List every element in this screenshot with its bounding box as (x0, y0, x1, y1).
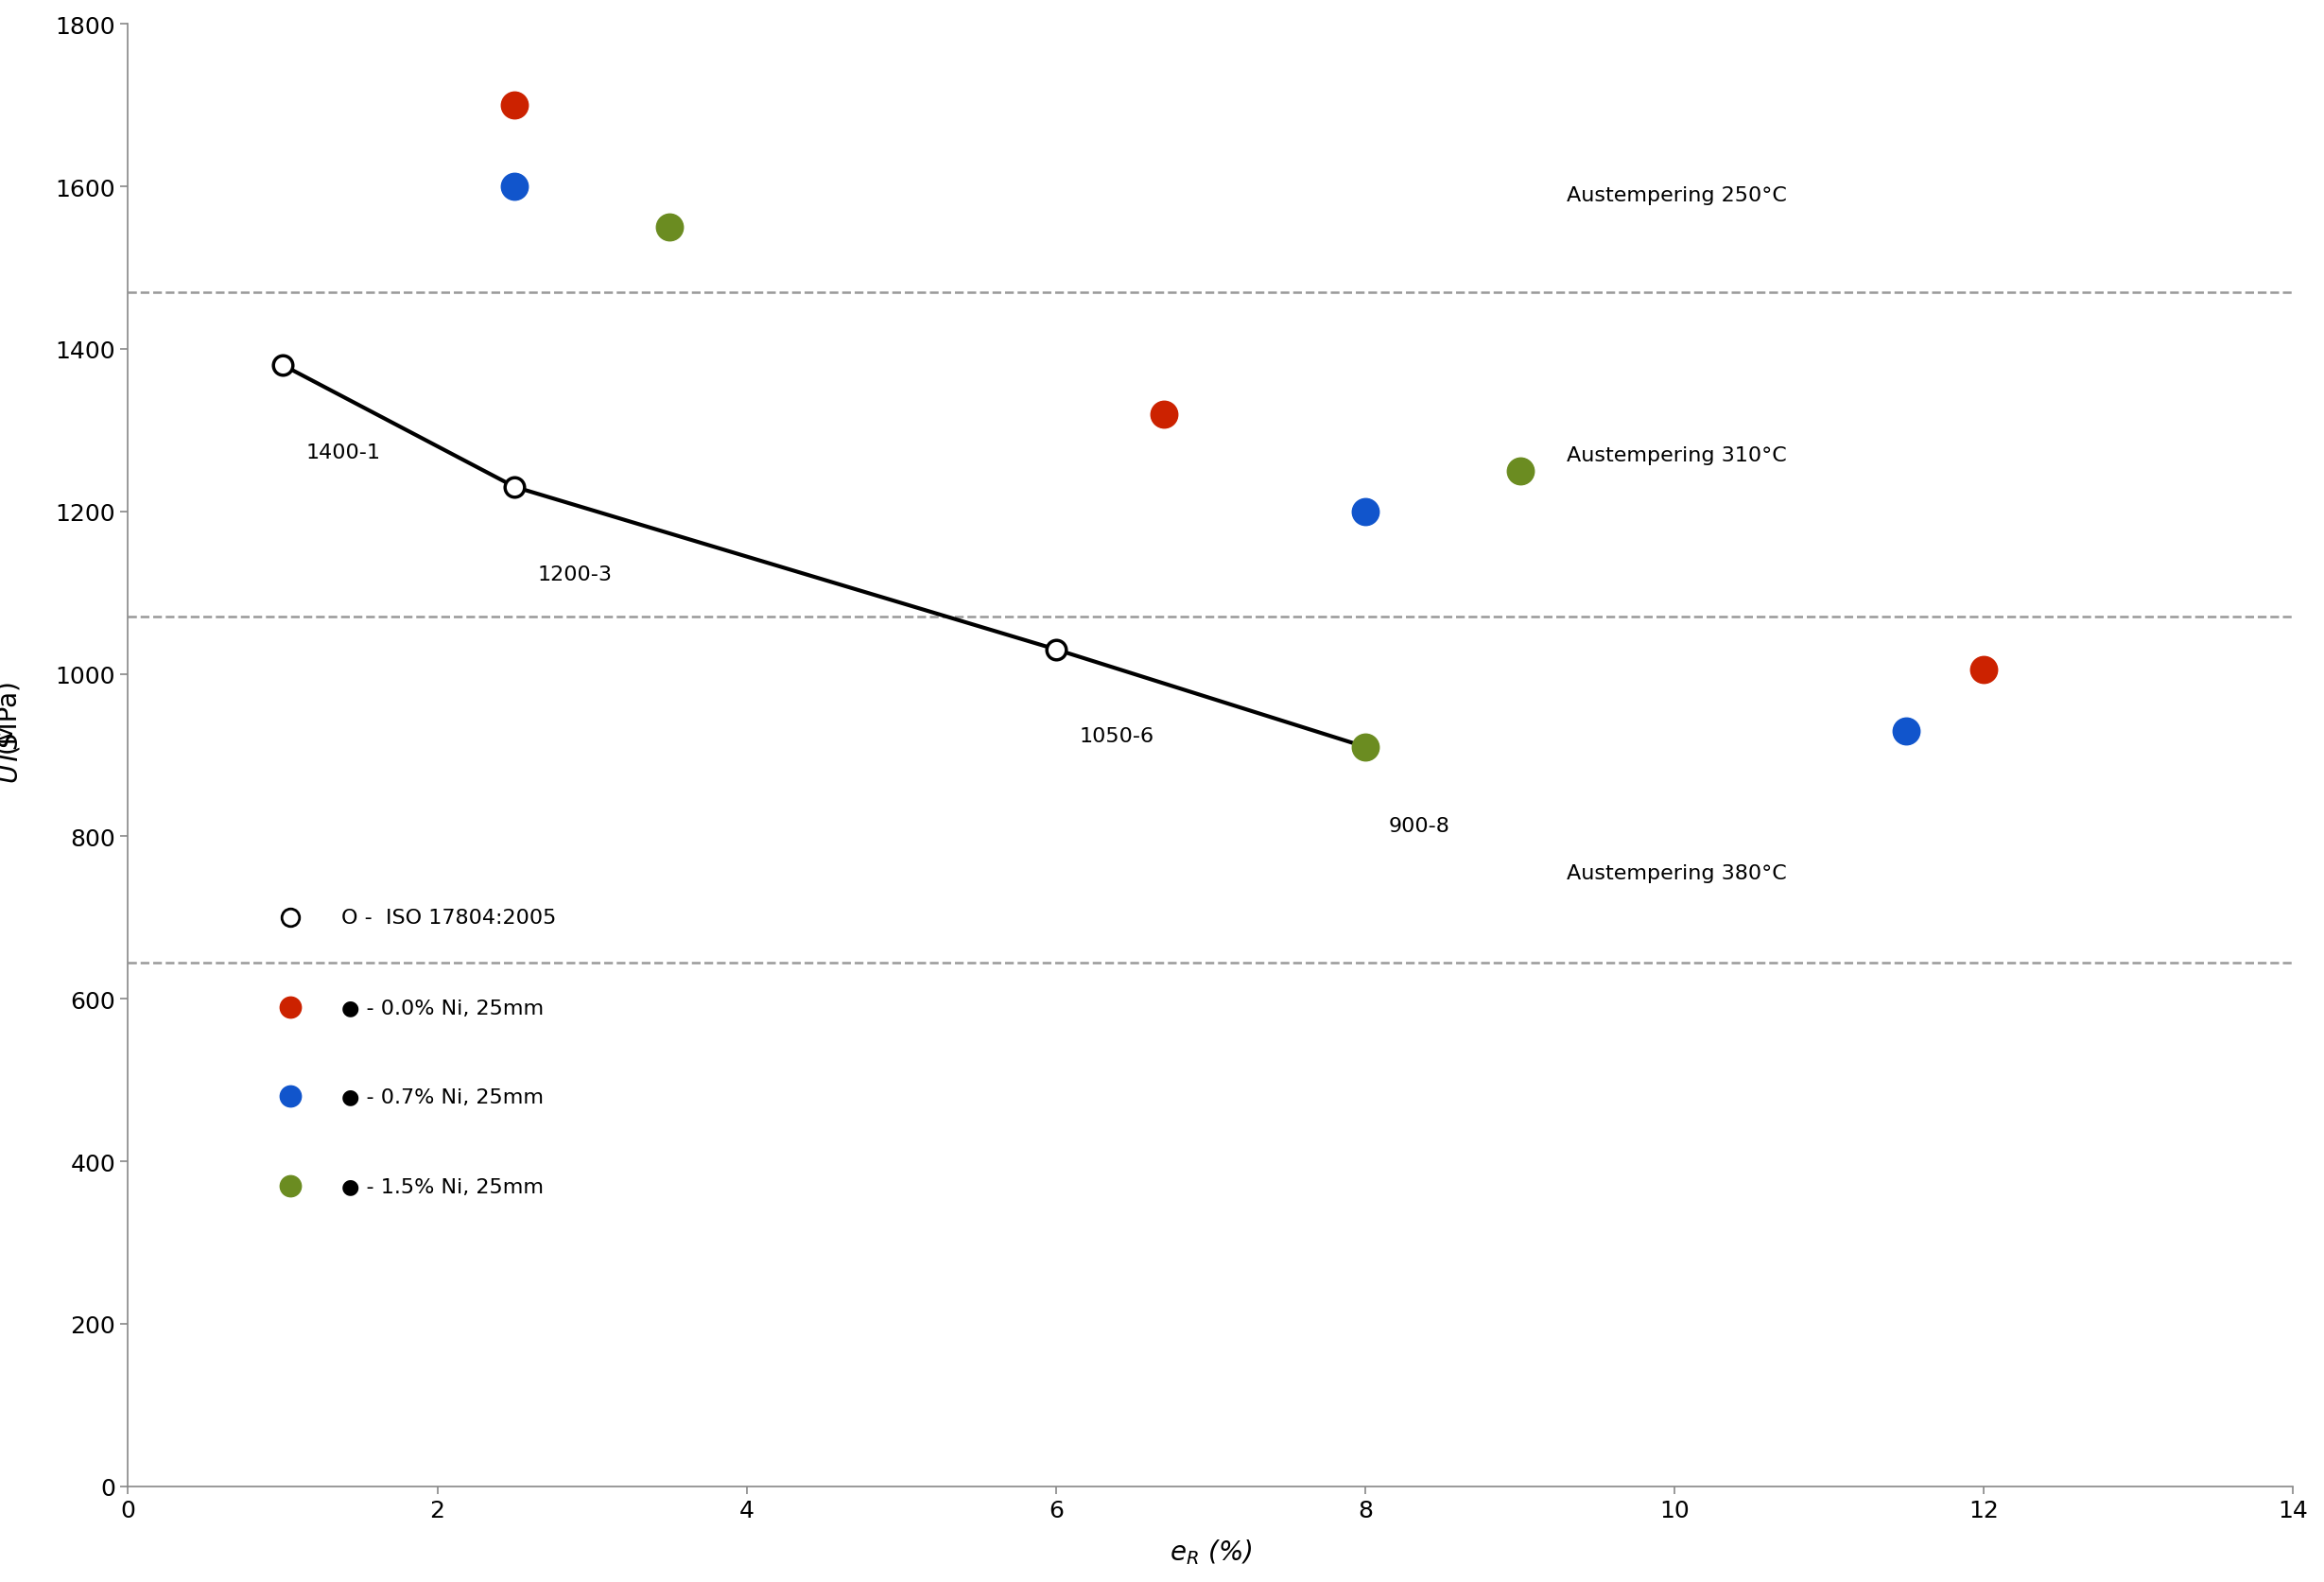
X-axis label: $e_R$ (%): $e_R$ (%) (1169, 1538, 1253, 1566)
Point (1346, 734, 1383, 759)
Text: 1200-3: 1200-3 (537, 565, 614, 584)
Text: Austempering 250°C: Austempering 250°C (1566, 185, 1787, 204)
Text: ● - 0.7% Ni, 25mm: ● - 0.7% Ni, 25mm (342, 1087, 544, 1106)
Point (495, 174, 532, 199)
Text: 1400-1: 1400-1 (307, 443, 381, 462)
Text: 1050-6: 1050-6 (1078, 728, 1155, 747)
Point (265, 353, 302, 378)
Point (1037, 638, 1074, 663)
Point (272, 995, 309, 1020)
Point (1346, 734, 1383, 759)
Point (272, 1084, 309, 1109)
Text: ● - 0.0% Ni, 25mm: ● - 0.0% Ni, 25mm (342, 998, 544, 1017)
Text: Austempering 380°C: Austempering 380°C (1566, 864, 1787, 883)
Point (1501, 459, 1538, 484)
Text: (MPa): (MPa) (0, 680, 23, 831)
Point (1887, 718, 1924, 744)
Text: ● - 1.5% Ni, 25mm: ● - 1.5% Ni, 25mm (342, 1177, 544, 1196)
Point (495, 475, 532, 500)
Point (272, 905, 309, 930)
Text: UTS: UTS (0, 729, 23, 782)
Point (495, 93, 532, 119)
Text: 900-8: 900-8 (1387, 816, 1450, 835)
Point (1146, 402, 1183, 427)
Text: O -  ISO 17804:2005: O - ISO 17804:2005 (342, 908, 555, 927)
Point (651, 215, 688, 240)
Point (272, 1174, 309, 1199)
Point (1966, 658, 2003, 683)
Text: Austempering 310°C: Austempering 310°C (1566, 446, 1787, 465)
Point (1346, 500, 1383, 525)
